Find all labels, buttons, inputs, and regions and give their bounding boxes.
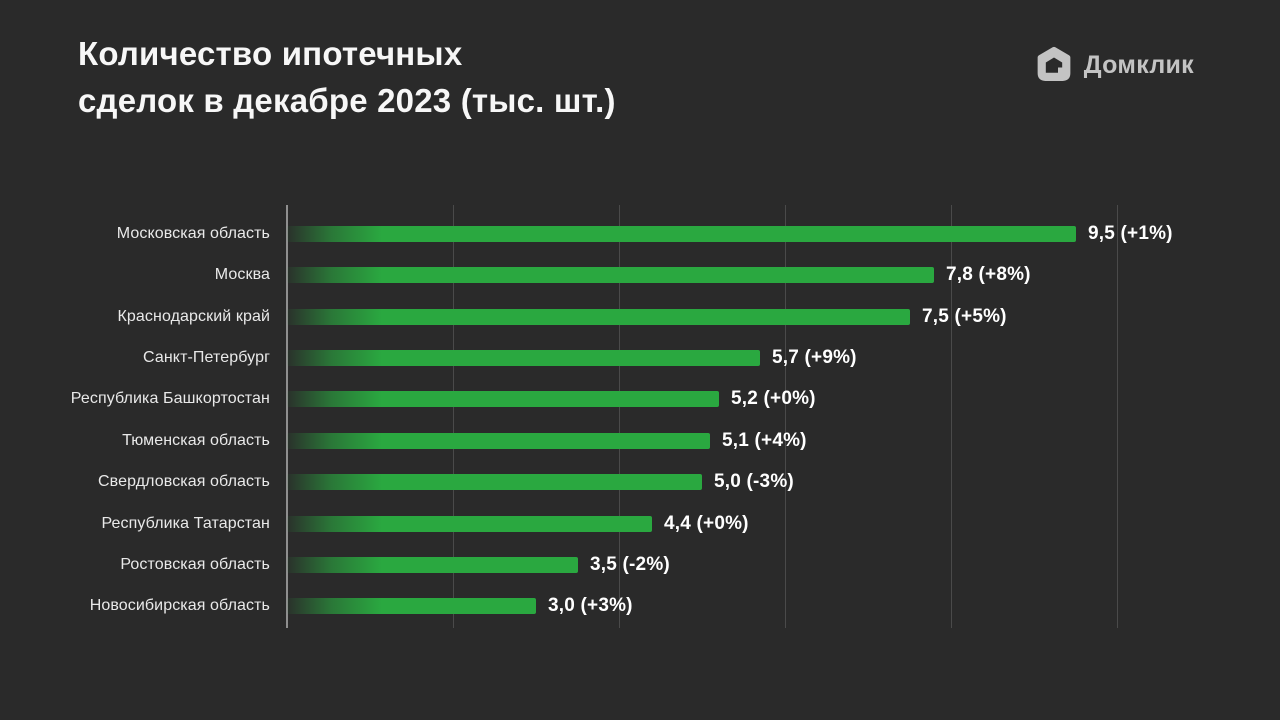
bar bbox=[287, 432, 710, 449]
value-label: 4,4 (+0%) bbox=[664, 512, 749, 534]
category-label: Республика Башкортостан bbox=[70, 390, 270, 408]
bar-row: Московская область 9,5 (+1%) bbox=[0, 213, 1280, 254]
gridline bbox=[619, 205, 620, 628]
value-label: 5,7 (+9%) bbox=[772, 346, 857, 368]
bar bbox=[287, 225, 1076, 242]
y-axis-line bbox=[286, 205, 288, 628]
category-label: Краснодарский край bbox=[117, 307, 270, 325]
plot-area bbox=[286, 205, 1118, 628]
bar-row: Ростовская область 3,5 (-2%) bbox=[0, 544, 1280, 585]
value-label: 9,5 (+1%) bbox=[1088, 222, 1173, 244]
chart-title: Количество ипотечных сделок в декабре 202… bbox=[78, 30, 616, 124]
value-label: 7,5 (+5%) bbox=[922, 305, 1007, 327]
gridline bbox=[453, 205, 454, 628]
gridline bbox=[1117, 205, 1118, 628]
category-label: Московская область bbox=[116, 224, 270, 242]
bar bbox=[287, 267, 934, 284]
bar-row: Новосибирская область 3,0 (+3%) bbox=[0, 586, 1280, 627]
value-label: 3,5 (-2%) bbox=[590, 553, 670, 575]
logo-text: Домклик bbox=[1083, 51, 1194, 79]
category-label: Республика Татарстан bbox=[101, 514, 270, 532]
value-label: 5,2 (+0%) bbox=[731, 388, 816, 410]
bar-row: Санкт-Петербург 5,7 (+9%) bbox=[0, 337, 1280, 378]
category-label: Новосибирская область bbox=[89, 597, 270, 615]
bar-row: Краснодарский край 7,5 (+5%) bbox=[0, 296, 1280, 337]
value-label: 7,8 (+8%) bbox=[946, 264, 1031, 286]
value-label: 5,1 (+4%) bbox=[722, 429, 807, 451]
bar bbox=[287, 598, 536, 615]
bar bbox=[287, 308, 910, 325]
category-label: Санкт-Петербург bbox=[143, 348, 270, 366]
category-label: Ростовская область bbox=[120, 555, 270, 573]
category-label: Свердловская область bbox=[98, 473, 270, 491]
bar bbox=[287, 391, 719, 408]
bar bbox=[287, 349, 760, 366]
bar-rows: Московская область 9,5 (+1%) Москва 7,8 (+8… bbox=[0, 213, 1280, 627]
bar bbox=[287, 556, 578, 573]
gridline bbox=[785, 205, 786, 628]
domclick-logo: Домклик bbox=[1034, 44, 1194, 87]
chart-title-line2: сделок в декабре 2023 (тыс. шт.) bbox=[78, 82, 616, 119]
bar-row: Республика Татарстан 4,4 (+0%) bbox=[0, 503, 1280, 544]
domclick-house-icon bbox=[1037, 46, 1071, 81]
bar-row: Свердловская область 5,0 (-3%) bbox=[0, 461, 1280, 502]
bar bbox=[287, 515, 652, 532]
value-label: 3,0 (+3%) bbox=[548, 595, 633, 617]
bar-row: Тюменская область 5,1 (+4%) bbox=[0, 420, 1280, 461]
bar-row: Республика Башкортостан 5,2 (+0%) bbox=[0, 379, 1280, 420]
bar bbox=[287, 474, 702, 491]
value-label: 5,0 (-3%) bbox=[714, 471, 794, 493]
category-label: Тюменская область bbox=[122, 431, 270, 449]
chart-title-line1: Количество ипотечных bbox=[78, 35, 463, 72]
category-label: Москва bbox=[214, 266, 270, 284]
bar-row: Москва 7,8 (+8%) bbox=[0, 254, 1280, 295]
gridline bbox=[951, 205, 952, 628]
